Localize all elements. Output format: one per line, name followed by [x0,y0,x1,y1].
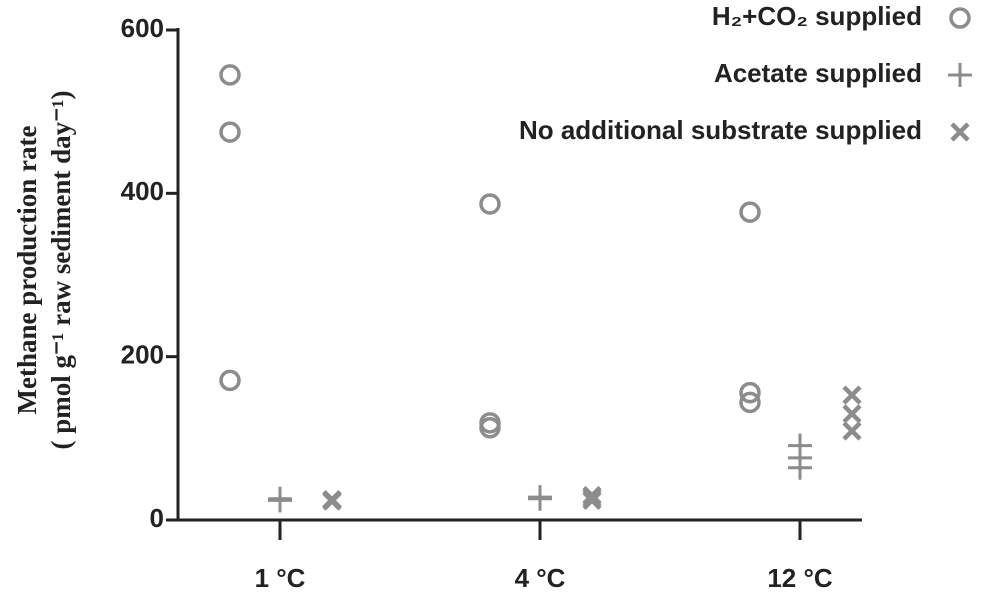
data-point [842,404,862,424]
legend-marker [950,122,970,142]
data-point [739,201,761,223]
data-point [219,121,241,143]
y-tick-label: 0 [150,503,164,533]
legend-marker [948,63,972,87]
legend-label: No additional substrate supplied [519,115,922,145]
legend-label: Acetate supplied [714,58,922,88]
data-point [528,486,552,511]
data-point [739,391,761,414]
data-point [268,488,292,513]
data-point [788,455,812,480]
x-tick-label: 1 °C [255,563,306,593]
data-point [842,385,862,405]
data-point [479,193,501,215]
x-tick-label: 12 °C [767,563,833,593]
y-tick-label: 200 [121,340,164,370]
y-tick-label: 600 [121,13,164,43]
data-point [219,369,241,392]
data-point [479,416,501,439]
data-point [322,491,342,511]
data-point [582,490,602,510]
legend-label: H₂+CO₂ supplied [712,1,922,31]
x-tick-label: 4 °C [515,563,566,593]
y-tick-label: 400 [121,176,164,206]
legend-marker [949,7,971,29]
data-point [219,64,241,86]
data-point [739,381,761,404]
data-point [842,421,862,441]
y-axis-title: ( pmol g⁻¹ raw sediment day⁻¹) [46,91,76,450]
y-axis-title: Methane production rate [12,126,42,415]
